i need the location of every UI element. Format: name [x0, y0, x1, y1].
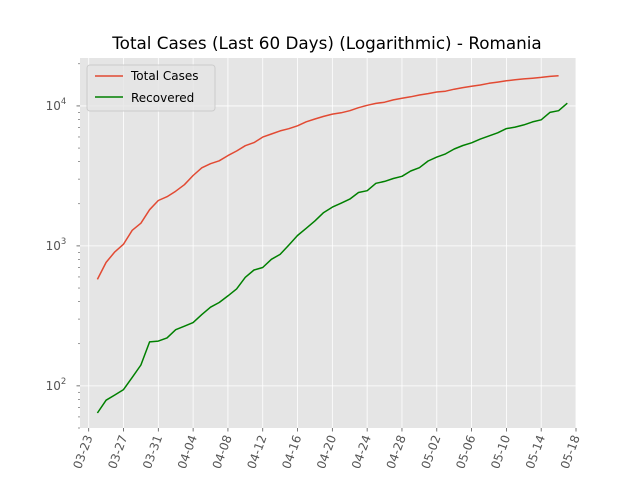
y-tick-label: 103	[46, 237, 67, 253]
legend-label-total-cases: Total Cases	[130, 69, 198, 83]
legend-label-recovered: Recovered	[131, 91, 194, 105]
plot-area	[80, 58, 576, 428]
x-tick-label: 04-12	[244, 433, 269, 471]
x-tick-label: 04-20	[314, 433, 339, 471]
series-line-recovered	[96, 102, 568, 414]
x-tick-label: 04-08	[210, 433, 235, 471]
chart-title: Total Cases (Last 60 Days) (Logarithmic)…	[111, 33, 541, 53]
x-tick-label: 05-18	[558, 433, 583, 471]
x-tick-label: 05-10	[488, 433, 513, 471]
x-tick-label: 04-24	[349, 433, 374, 471]
grid-lines	[80, 58, 577, 428]
x-tick-label: 05-14	[523, 433, 548, 471]
x-tick-label: 04-04	[175, 433, 200, 471]
x-tick-label: 03-23	[70, 433, 95, 471]
x-tick-label: 04-28	[384, 433, 409, 471]
x-tick-label: 05-06	[453, 433, 478, 471]
series-lines	[96, 74, 568, 414]
x-tick-label: 04-16	[279, 433, 304, 471]
x-tick-label: 03-27	[105, 433, 130, 471]
y-axis-ticks: 102 103 104	[46, 63, 80, 429]
x-axis-ticks: 03-23 03-27 03-31 04-04 04-08 04-12 04-16 04-20…	[70, 428, 583, 471]
y-tick-label: 102	[46, 377, 67, 393]
x-tick-label: 03-31	[140, 433, 165, 471]
x-tick-label: 05-02	[419, 433, 444, 471]
y-tick-label: 104	[46, 97, 67, 113]
legend: Total Cases Recovered	[86, 64, 216, 112]
series-line-total-cases	[96, 74, 559, 280]
